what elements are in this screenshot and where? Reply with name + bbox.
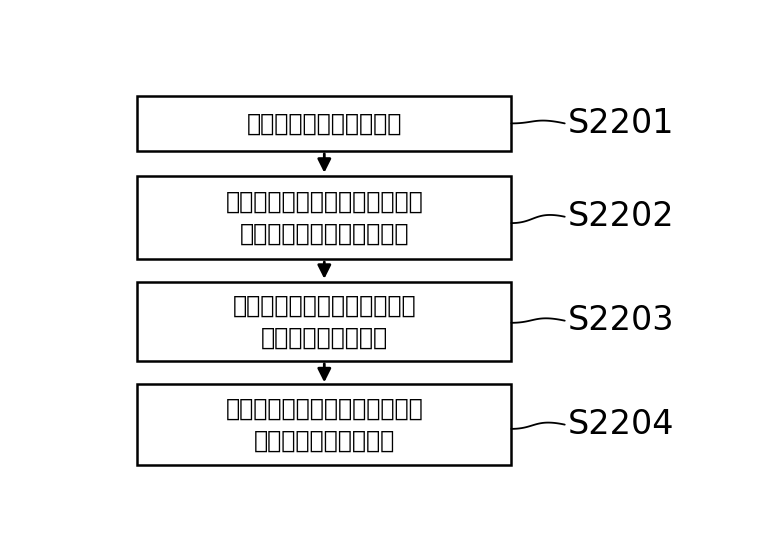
Text: S2202: S2202 [568,200,674,233]
Text: S2203: S2203 [568,304,674,337]
Bar [137,176,511,259]
Bar [137,283,511,361]
Text: S2201: S2201 [568,107,674,140]
Bar [137,385,511,465]
Bar [137,96,511,151]
Text: 依据第二函数和器件参数值，
获取器件外框尺寸值: 依据第二函数和器件参数值， 获取器件外框尺寸值 [233,294,416,349]
Text: 依据器件外框尺寸值和寄生参数
初始值，构建第一函数: 依据器件外框尺寸值和寄生参数 初始值，构建第一函数 [225,397,423,452]
Text: 依据器件外框尺寸初始值和器件
参数初始值，构建第二函数: 依据器件外框尺寸初始值和器件 参数初始值，构建第二函数 [225,190,423,246]
Text: S2204: S2204 [568,408,674,441]
Text: 获取器件外框尺寸初始值: 获取器件外框尺寸初始值 [247,111,402,136]
